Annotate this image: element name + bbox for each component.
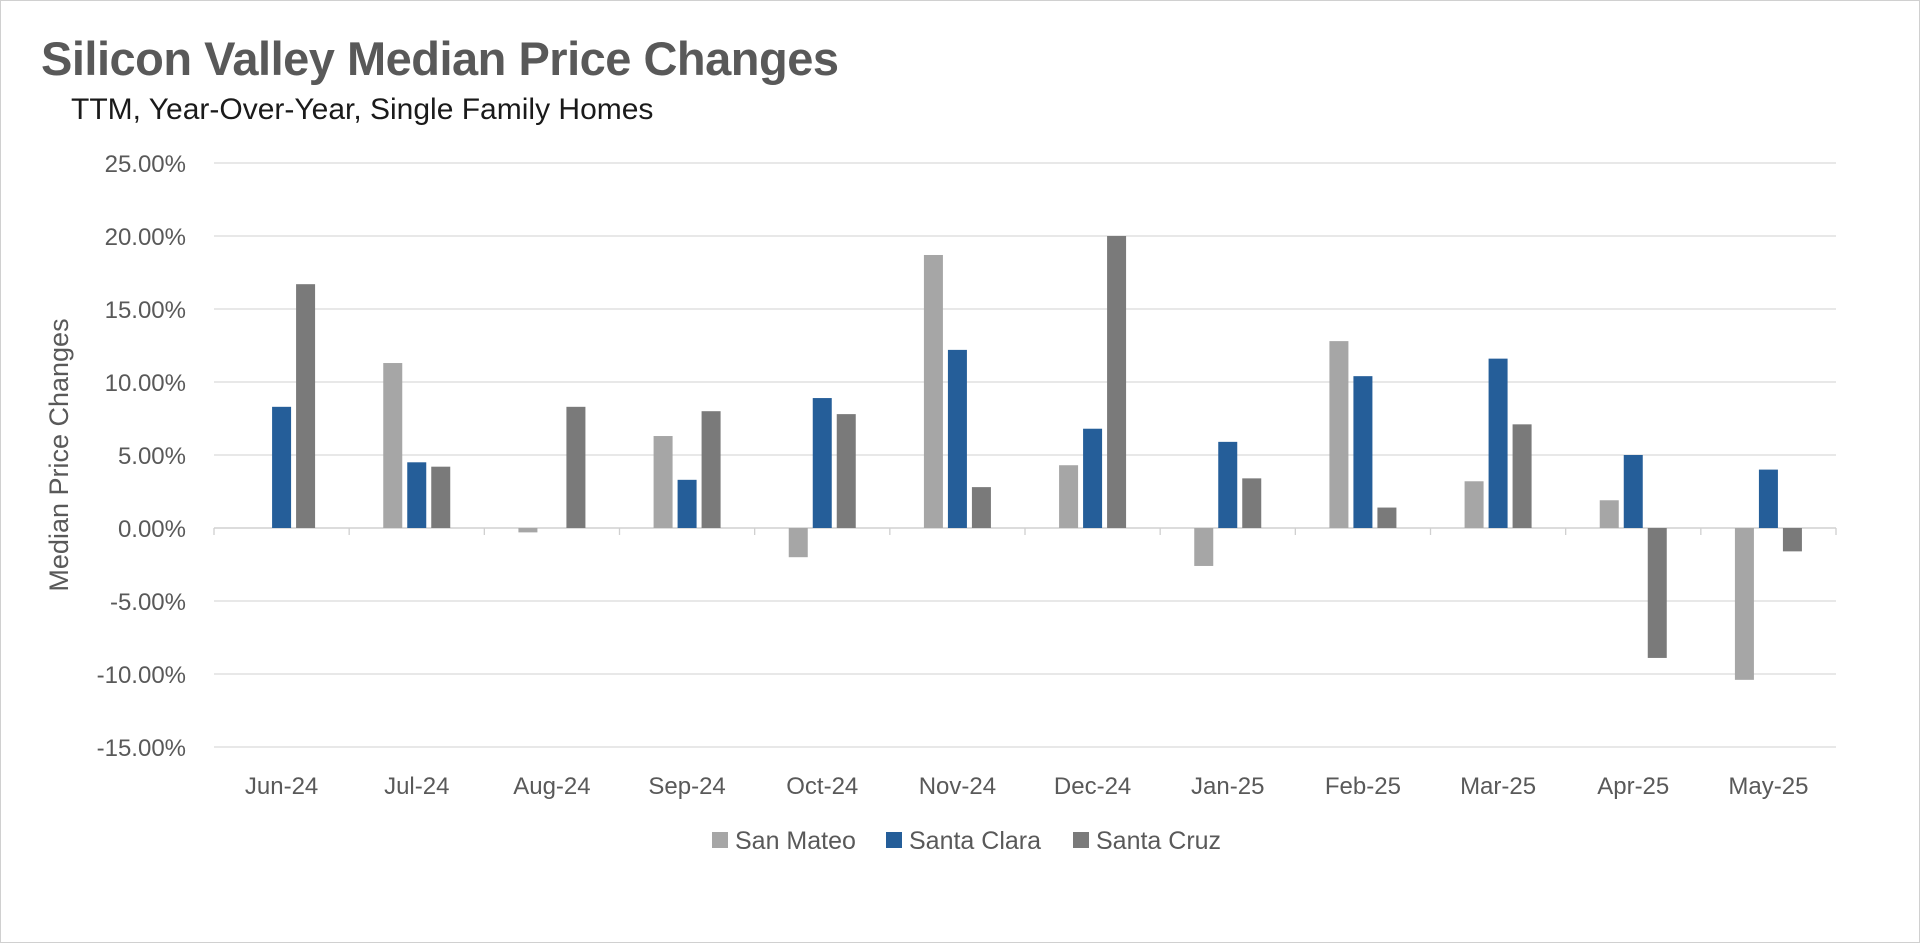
bar-santa-clara: [812, 398, 832, 528]
x-tick-label: Mar-25: [1460, 773, 1536, 800]
x-tick-label: Nov-24: [919, 773, 996, 800]
x-tick-label: Jun-24: [245, 773, 318, 800]
x-tick-label: Apr-25: [1597, 773, 1669, 800]
bar-santa-clara: [272, 406, 292, 528]
bar-santa-clara: [1488, 358, 1508, 528]
bar-santa-clara: [1623, 455, 1643, 528]
bar-san-mateo: [1734, 528, 1754, 680]
bar-san-mateo: [1329, 341, 1349, 528]
bars: [272, 236, 1802, 680]
bar-santa-cruz: [1647, 528, 1667, 658]
legend: San Mateo Santa Clara Santa Cruz: [712, 827, 1221, 855]
bar-santa-cruz: [1512, 424, 1532, 528]
y-tick-label: 25.00%: [105, 151, 186, 178]
bar-santa-clara: [407, 462, 427, 528]
x-axis-ticks: Jun-24 Jul-24 Aug-24 Sep-24 Oct-24 Nov-24 Dec-…: [245, 773, 1809, 800]
legend-swatch: [886, 832, 902, 848]
y-axis-ticks: 25.00% 20.00% 15.00% 10.00% 5.00% 0.00% -5.00%…: [97, 151, 186, 762]
bar-san-mateo: [1464, 481, 1484, 528]
bar-santa-clara: [1083, 428, 1103, 528]
bar-santa-clara: [1218, 441, 1238, 528]
bar-santa-clara: [1353, 376, 1373, 528]
y-tick-label: 10.00%: [105, 370, 186, 397]
x-tick-label: Oct-24: [786, 773, 858, 800]
y-tick-label: -15.00%: [97, 735, 186, 762]
chart-subtitle: TTM, Year-Over-Year, Single Family Homes: [71, 93, 654, 126]
bar-santa-clara: [947, 349, 967, 528]
y-axis-title: Median Price Changes: [44, 318, 74, 591]
legend-label: Santa Cruz: [1096, 827, 1221, 855]
bar-san-mateo: [923, 254, 943, 529]
legend-swatch: [1073, 832, 1089, 848]
x-tick-label: Jul-24: [384, 773, 449, 800]
bar-san-mateo: [1194, 528, 1214, 566]
x-tick-label: Aug-24: [513, 773, 590, 800]
x-tick-label: Sep-24: [648, 773, 725, 800]
y-tick-label: -5.00%: [110, 589, 186, 616]
bar-san-mateo: [518, 528, 538, 533]
bar-santa-cruz: [1782, 528, 1802, 552]
bar-santa-cruz: [1107, 236, 1127, 528]
bar-santa-clara: [677, 479, 697, 528]
y-tick-label: 5.00%: [118, 443, 186, 470]
x-tick-label: Dec-24: [1054, 773, 1131, 800]
y-tick-label: 0.00%: [118, 516, 186, 543]
x-tick-label: Jan-25: [1191, 773, 1264, 800]
gridlines: [214, 162, 1836, 748]
bar-santa-cruz: [971, 487, 991, 528]
legend-swatch: [712, 832, 728, 848]
bar-santa-cruz: [1377, 507, 1397, 528]
bar-santa-cruz: [1242, 478, 1262, 528]
bar-san-mateo: [653, 436, 673, 528]
bar-santa-cruz: [836, 414, 856, 528]
y-tick-label: 15.00%: [105, 297, 186, 324]
bar-santa-cruz: [701, 411, 721, 528]
bar-santa-cruz: [431, 466, 451, 528]
bar-san-mateo: [788, 528, 808, 558]
bar-santa-clara: [1758, 469, 1778, 528]
bar-san-mateo: [383, 363, 403, 528]
bar-san-mateo: [1599, 500, 1619, 528]
chart-title: Silicon Valley Median Price Changes: [41, 32, 839, 85]
bar-santa-cruz: [296, 284, 316, 528]
x-tick-label: Feb-25: [1325, 773, 1401, 800]
bar-santa-cruz: [566, 406, 586, 528]
y-tick-label: -10.00%: [97, 662, 186, 689]
legend-label: Santa Clara: [909, 827, 1041, 855]
x-tick-label: May-25: [1728, 773, 1808, 800]
legend-label: San Mateo: [735, 827, 856, 855]
x-axis: [213, 528, 1837, 535]
y-tick-label: 20.00%: [105, 224, 186, 251]
bar-san-mateo: [1059, 465, 1079, 528]
